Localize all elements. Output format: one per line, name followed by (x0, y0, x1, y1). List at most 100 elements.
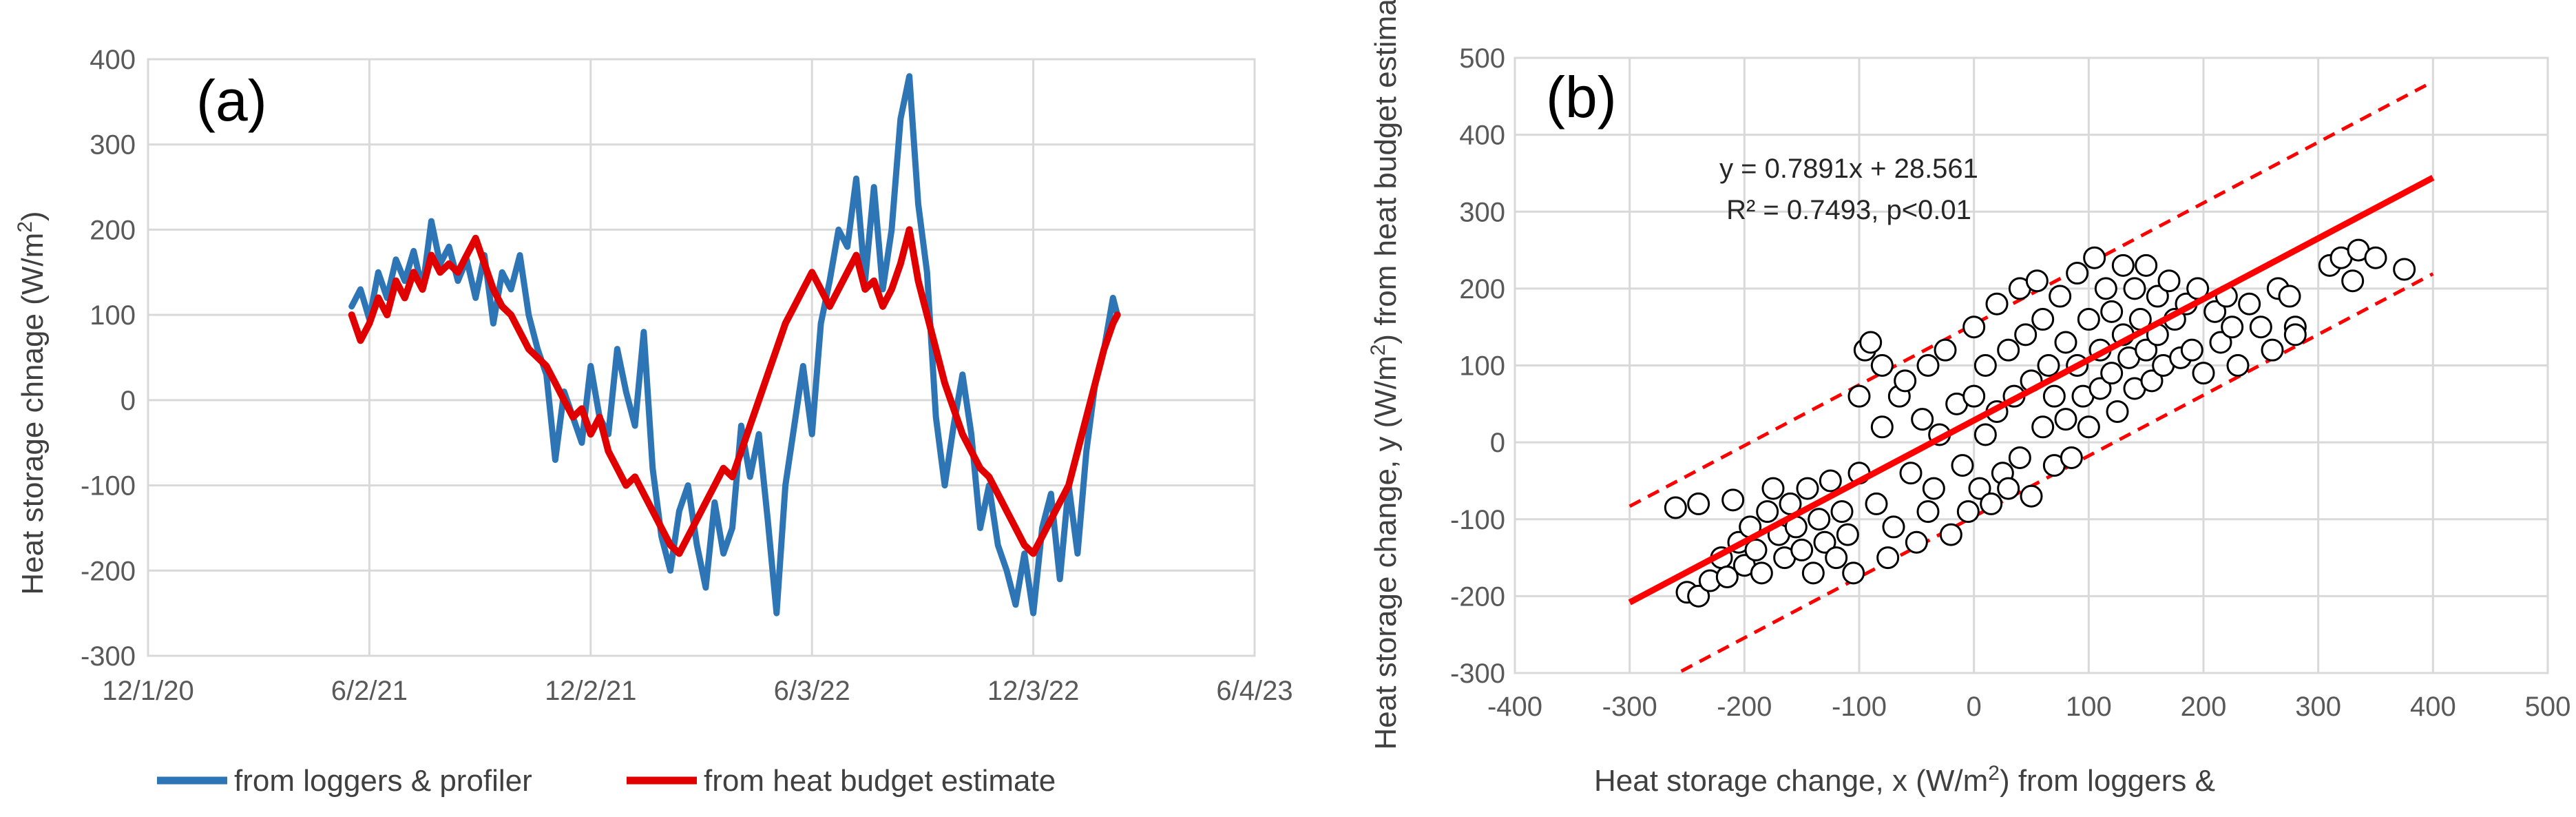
chart-a-x-tick-label: 12/2/21 (545, 676, 636, 706)
chart-b-x-tick-label: -400 (1487, 692, 1542, 722)
scatter-point (1865, 492, 1888, 515)
scatter-point (1870, 354, 1894, 377)
scatter-point (2221, 316, 2244, 339)
chart-b-x-tick-label: -100 (1832, 692, 1887, 722)
scatter-point (2094, 277, 2117, 300)
chart-b-x-tick-label: -200 (1717, 692, 1772, 722)
scatter-point (2066, 262, 2089, 285)
regression-line (1628, 174, 2435, 606)
chart-b-y-axis-label: Heat storage change, y (W/m2) from heat … (1367, 0, 1403, 750)
scatter-point (2054, 408, 2077, 431)
scatter-point (2135, 338, 2158, 362)
scatter-point (1876, 546, 1900, 570)
scatter-point (2008, 446, 2031, 469)
scatter-point (1756, 500, 1779, 524)
panel-a-label: (a) (196, 68, 267, 133)
fit-equation: y = 0.7891x + 28.561 (1719, 154, 1978, 184)
scatter-point (1847, 384, 1871, 408)
scatter-point (1721, 488, 1745, 512)
scatter-point (1899, 462, 1923, 485)
scatter-point (1985, 292, 2009, 316)
legend-label-heat-budget: from heat budget estimate (704, 764, 1056, 798)
chart-a-legend: from loggers & profiler from heat budget… (157, 764, 1056, 798)
scatter-point (1750, 561, 1773, 585)
chart-b-y-tick-label: -200 (1450, 581, 1505, 612)
scatter-point (1801, 561, 1825, 585)
chart-b-y-tick-label: 200 (1459, 274, 1505, 304)
chart-a-x-tick-label: 6/4/23 (1216, 676, 1292, 706)
scatter-point (2123, 277, 2146, 300)
scatter-point (2278, 285, 2301, 308)
scatter-point (1911, 408, 1934, 431)
scatter-point (1939, 523, 1962, 546)
scatter-point (1894, 369, 1917, 393)
chart-a-y-ticks: -300 -200 -100 0 100 200 300 400 (81, 45, 136, 672)
chart-a-series (348, 73, 1121, 617)
chart-b-x-axis-label: Heat storage change, x (W/m2) from logge… (1594, 762, 2215, 798)
chart-a-x-tick-label: 6/3/22 (774, 676, 850, 706)
chart-b-x-tick-label: 500 (2525, 692, 2571, 722)
chart-a-y-tick-label: 100 (90, 300, 136, 331)
scatter-point (1882, 515, 1905, 539)
scatter-point (1870, 415, 1894, 439)
chart-b-x-tick-label: 0 (1967, 692, 1982, 722)
chart-b-y-tick-label: 300 (1459, 197, 1505, 227)
scatter-point (2088, 377, 2112, 400)
scatter-point (2140, 369, 2164, 393)
scatter-point (1796, 477, 1819, 500)
chart-b-x-tick-label: 400 (2410, 692, 2456, 722)
chart-a-grid (147, 58, 1256, 657)
chart-b-y-ticks: -300 -200 -100 0 100 200 300 400 500 (1450, 43, 1505, 689)
scatter-point (2100, 362, 2124, 385)
chart-a-x-ticks: 12/1/20 6/2/21 12/2/21 6/3/22 12/3/22 6/4/23 (102, 676, 1292, 706)
scatter-point (2238, 292, 2261, 316)
scatter-point (1687, 584, 1710, 608)
scatter-point (1973, 354, 1997, 377)
chart-a-y-tick-label: -200 (81, 556, 136, 586)
scatter-point (1830, 500, 1854, 524)
chart-a-x-tick-label: 12/3/22 (987, 676, 1079, 706)
chart-b-x-tick-label: 300 (2295, 692, 2341, 722)
scatter-point (2192, 362, 2215, 385)
scatter-point (1997, 477, 2020, 500)
scatter-point (1934, 338, 1957, 362)
chart-a-x-tick-label: 6/2/21 (331, 676, 408, 706)
fit-r2: R² = 0.7493, p<0.01 (1726, 195, 1971, 225)
scatter-point (2249, 316, 2272, 339)
scatter-point (1956, 500, 1980, 524)
scatter-point (2393, 258, 2416, 281)
chart-a-y-tick-label: 400 (90, 45, 136, 75)
scatter-point (1951, 454, 1974, 477)
scatter-point (1819, 469, 1842, 493)
scatter-point (2209, 331, 2232, 354)
scatter-point (1813, 530, 1836, 554)
scatter-point (1825, 546, 1848, 570)
scatter-point (2157, 269, 2181, 293)
scatter-point (1905, 530, 1928, 554)
scatter-point (2180, 338, 2203, 362)
series-line-loggers (348, 73, 1121, 617)
scatter-point (2203, 300, 2227, 323)
scatter-point (1761, 477, 1785, 500)
scatter-point (2020, 484, 2043, 508)
scatter-point (2106, 400, 2129, 423)
series-line-heat-budget (348, 226, 1121, 557)
scatter-point (2100, 300, 2124, 323)
scatter-point (2042, 384, 2066, 408)
chart-a-y-tick-label: 200 (90, 215, 136, 245)
scatter-point (1973, 423, 1997, 446)
chart-b-points (1664, 238, 2416, 608)
chart-a-y-tick-label: 300 (90, 130, 136, 161)
chart-b-y-tick-label: -300 (1450, 659, 1505, 689)
scatter-point (1664, 496, 1687, 519)
chart-b-y-tick-label: -100 (1450, 505, 1505, 535)
chart-b-fit-line (1628, 174, 2435, 606)
scatter-point (1744, 538, 1768, 561)
scatter-point (1842, 561, 1865, 585)
scatter-point (2283, 323, 2307, 347)
scatter-point (2060, 446, 2083, 469)
scatter-point (1808, 508, 1831, 531)
chart-a-y-axis-label: Heat storage chnage (W/m2) (14, 211, 50, 594)
chart-a-y-tick-label: -100 (81, 471, 136, 501)
scatter-point (2037, 354, 2060, 377)
